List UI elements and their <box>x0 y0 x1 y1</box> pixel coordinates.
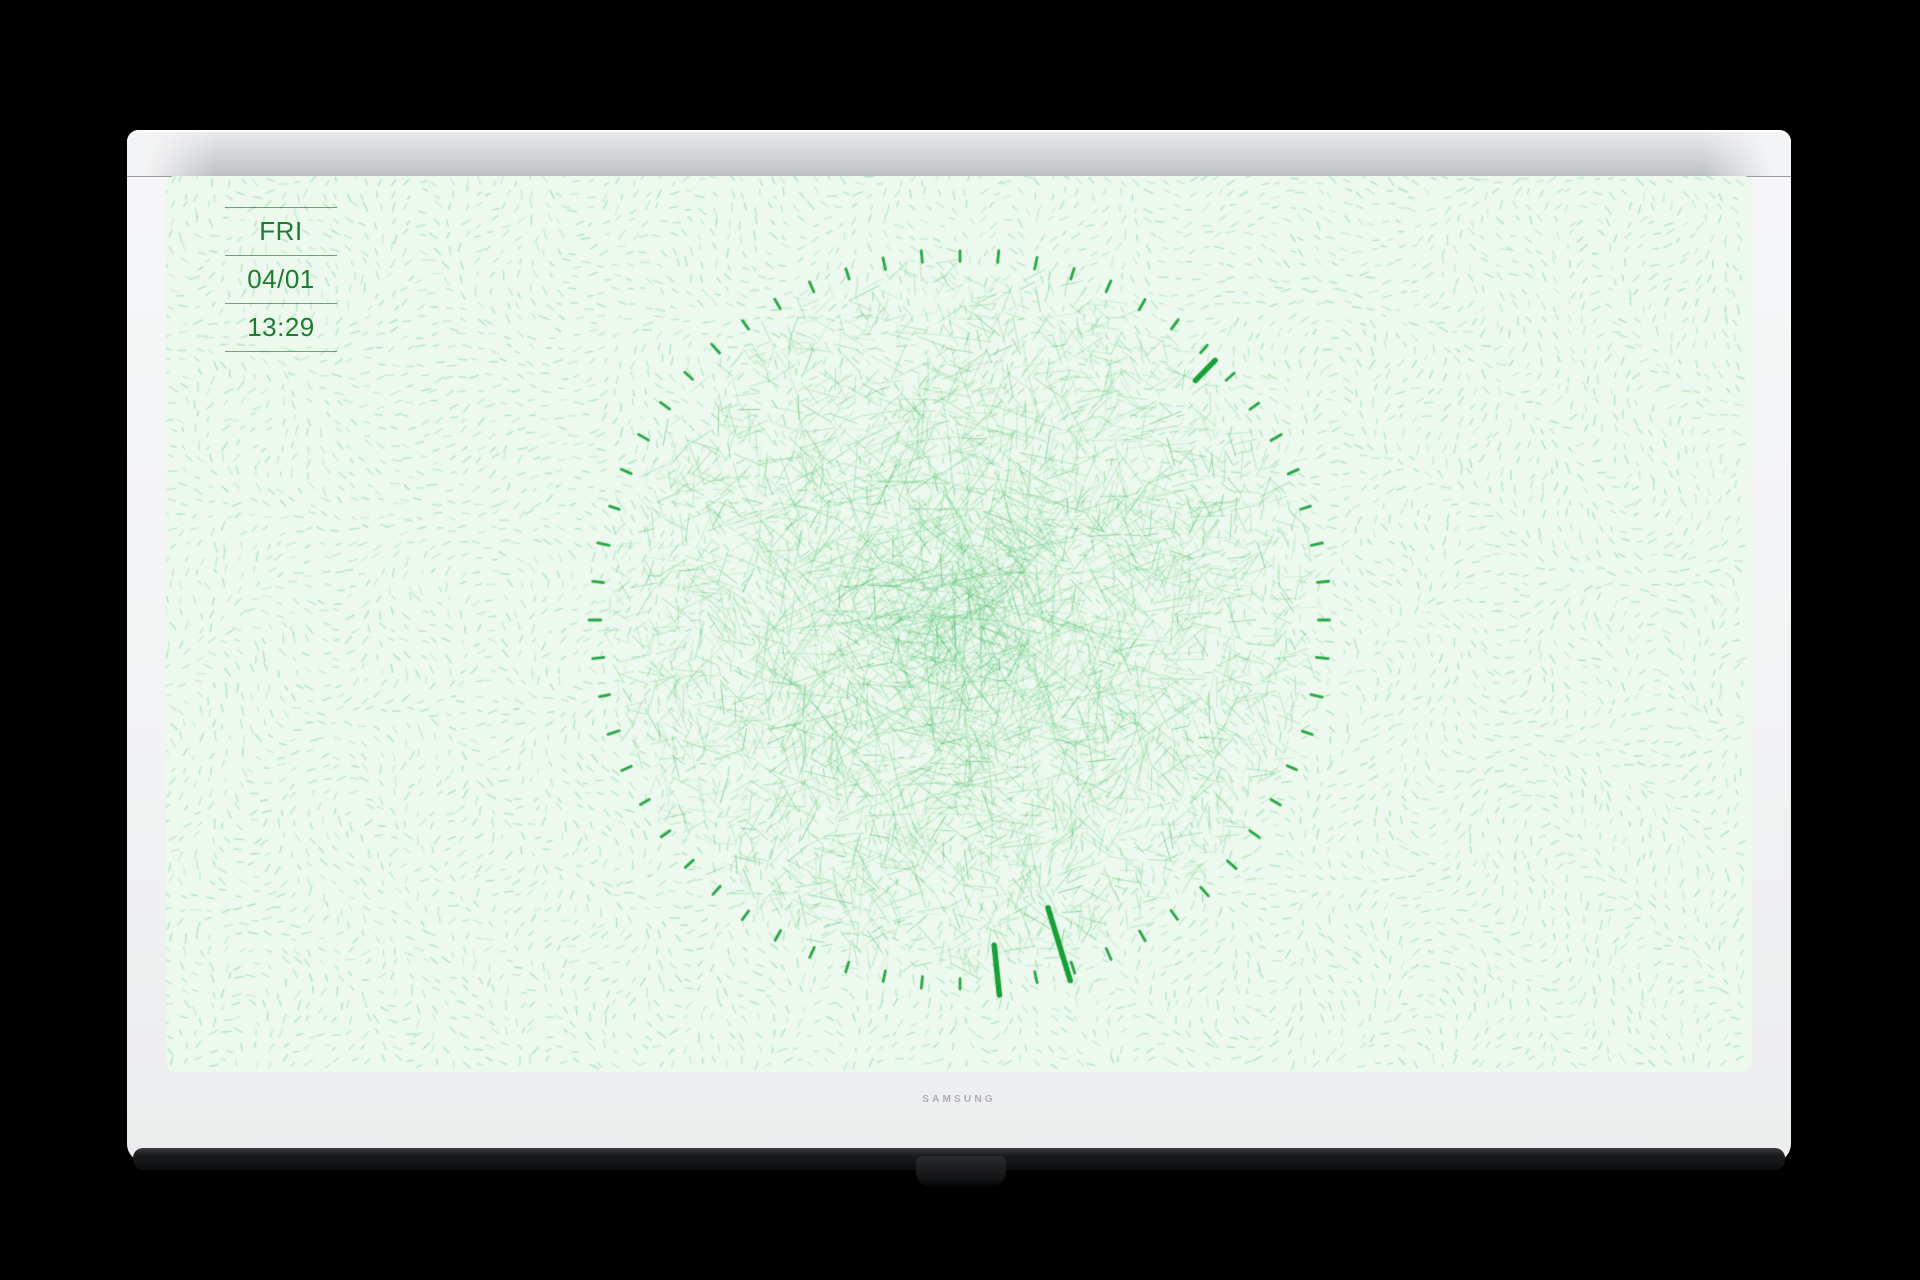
tv-stand-notch <box>916 1156 1006 1188</box>
clock-date: 04/01 <box>225 255 337 303</box>
samsung-logo: SAMSUNG <box>922 1094 996 1105</box>
clock-time: 13:29 <box>225 303 337 352</box>
tv-screen: FRI 04/01 13:29 <box>166 176 1752 1072</box>
clock-info-panel: FRI 04/01 13:29 <box>225 207 337 352</box>
screensaver-canvas <box>166 176 1752 1072</box>
tv-frame: FRI 04/01 13:29 SAMSUNG <box>127 130 1791 1162</box>
tv-top-edge <box>127 130 1791 177</box>
tv-bottom-bezel: SAMSUNG <box>127 1072 1791 1162</box>
clock-day: FRI <box>225 207 337 255</box>
